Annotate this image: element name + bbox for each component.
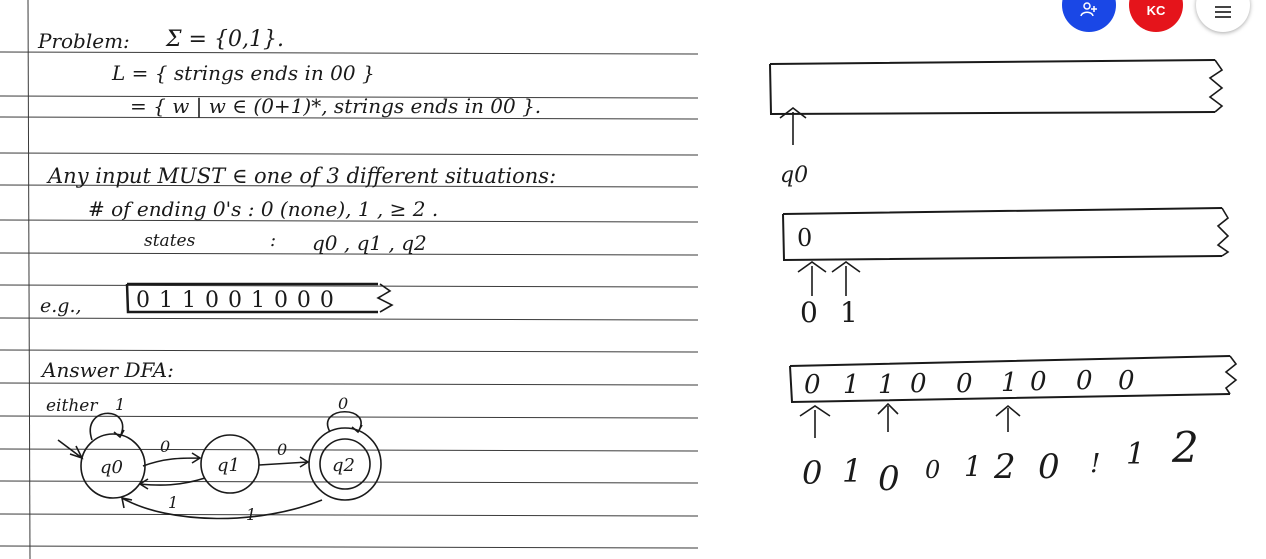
either-label: either — [46, 396, 98, 416]
language-definition: L = { strings ends in 00 } — [111, 61, 375, 85]
tape-squiggle-icon — [376, 283, 394, 313]
q2-to-q0-arrow — [120, 496, 323, 520]
tape-3-cell: 1 — [878, 370, 895, 400]
q0-self-loop-label: 1 — [115, 395, 125, 414]
states-label: states — [144, 231, 196, 251]
tape-3-label: 1 — [964, 450, 982, 483]
q2-to-q0-label: 1 — [246, 505, 256, 524]
example-tape-outline — [125, 282, 378, 314]
tape-3-label: 2 — [993, 447, 1016, 487]
tape-3-cell: 0 — [910, 369, 927, 399]
q0-to-q1-arrow — [142, 452, 202, 467]
add-person-icon — [1080, 2, 1097, 17]
tape-3-label: ! — [1090, 449, 1100, 479]
tape-3-label: 0 — [878, 459, 900, 499]
sigma-definition: Σ = {0,1}. — [165, 27, 284, 52]
state-q1-circle — [200, 434, 260, 494]
tape-3-label: 2 — [1171, 423, 1199, 472]
tape-3-head-arrow-2 — [877, 402, 899, 432]
tape-3-state-labels: 0 1 0 0 1 2 0 ! 1 2 — [802, 423, 1199, 499]
tape-2-head-arrow-1 — [797, 261, 827, 296]
state-q0-label: q0 — [100, 457, 123, 478]
language-set-builder: = { w | w ∈ (0+1)*, strings ends in 00 }… — [130, 94, 541, 119]
tape-3-cell: 0 — [1030, 367, 1047, 397]
tape-3-label: 0 — [1038, 447, 1060, 487]
tape-1 — [769, 59, 1224, 145]
tape-3-cell: 0 — [804, 370, 821, 400]
q0-self-loop — [89, 412, 125, 441]
example-label: e.g., — [40, 295, 82, 317]
states-colon: : — [270, 230, 276, 251]
tape-3-cell: 0 — [1118, 366, 1135, 396]
problem-label: Problem: — [37, 29, 130, 53]
state-q2-outer-circle — [308, 427, 382, 501]
states-values: q0 , q1 , q2 — [312, 231, 427, 255]
tape-3-label: 0 — [925, 456, 940, 484]
tape-3-head-arrow-1 — [799, 405, 831, 438]
q2-self-loop — [326, 410, 363, 434]
tape-1-state-label: q0 — [780, 163, 808, 188]
example-tape-string: 0 1 1 0 0 1 0 0 0 — [136, 288, 335, 313]
q1-to-q2-arrow — [258, 456, 310, 468]
tape-2-cell: 0 — [797, 224, 812, 252]
tape-1-head-arrow — [779, 106, 807, 145]
tape-3-cell: 0 — [956, 369, 973, 399]
tape-3-cell: 1 — [1001, 368, 1018, 398]
tape-3 — [789, 355, 1238, 438]
tape-3-label: 1 — [842, 452, 862, 490]
q1-to-q0-label: 1 — [168, 493, 178, 512]
q0-to-q1-label: 0 — [160, 437, 170, 456]
tape-3-label: 1 — [1126, 437, 1145, 472]
state-q2-inner-circle — [319, 438, 371, 490]
state-q2-label: q2 — [332, 455, 355, 476]
hamburger-menu-icon — [1215, 6, 1231, 18]
user-initials: KC — [1146, 3, 1166, 18]
tape-2-head-arrow-2 — [831, 261, 861, 296]
start-arrow — [57, 439, 84, 460]
tape-3-cells: 0 1 1 0 0 1 0 0 0 — [804, 366, 1135, 400]
tape-2 — [782, 207, 1230, 296]
tape-3-cell: 0 — [1076, 366, 1093, 396]
tape-3-cell: 1 — [843, 370, 860, 400]
q2-self-loop-label: 0 — [338, 394, 348, 413]
situations-text: Any input MUST ∈ one of 3 different situ… — [46, 164, 556, 188]
tape-2-label-1: 0 — [800, 296, 818, 329]
state-q1-label: q1 — [217, 455, 240, 476]
q1-to-q0-arrow — [138, 477, 206, 490]
q1-to-q2-label: 0 — [277, 440, 287, 459]
tape-2-label-2: 1 — [840, 296, 858, 329]
tape-3-label: 0 — [802, 454, 822, 492]
tape-3-head-arrow-3 — [995, 404, 1021, 432]
ending-zeros-text: # of ending 0's : 0 (none), 1 , ≥ 2 . — [88, 197, 438, 221]
dfa-diagram — [57, 410, 382, 520]
answer-dfa-label: Answer DFA: — [40, 358, 174, 382]
